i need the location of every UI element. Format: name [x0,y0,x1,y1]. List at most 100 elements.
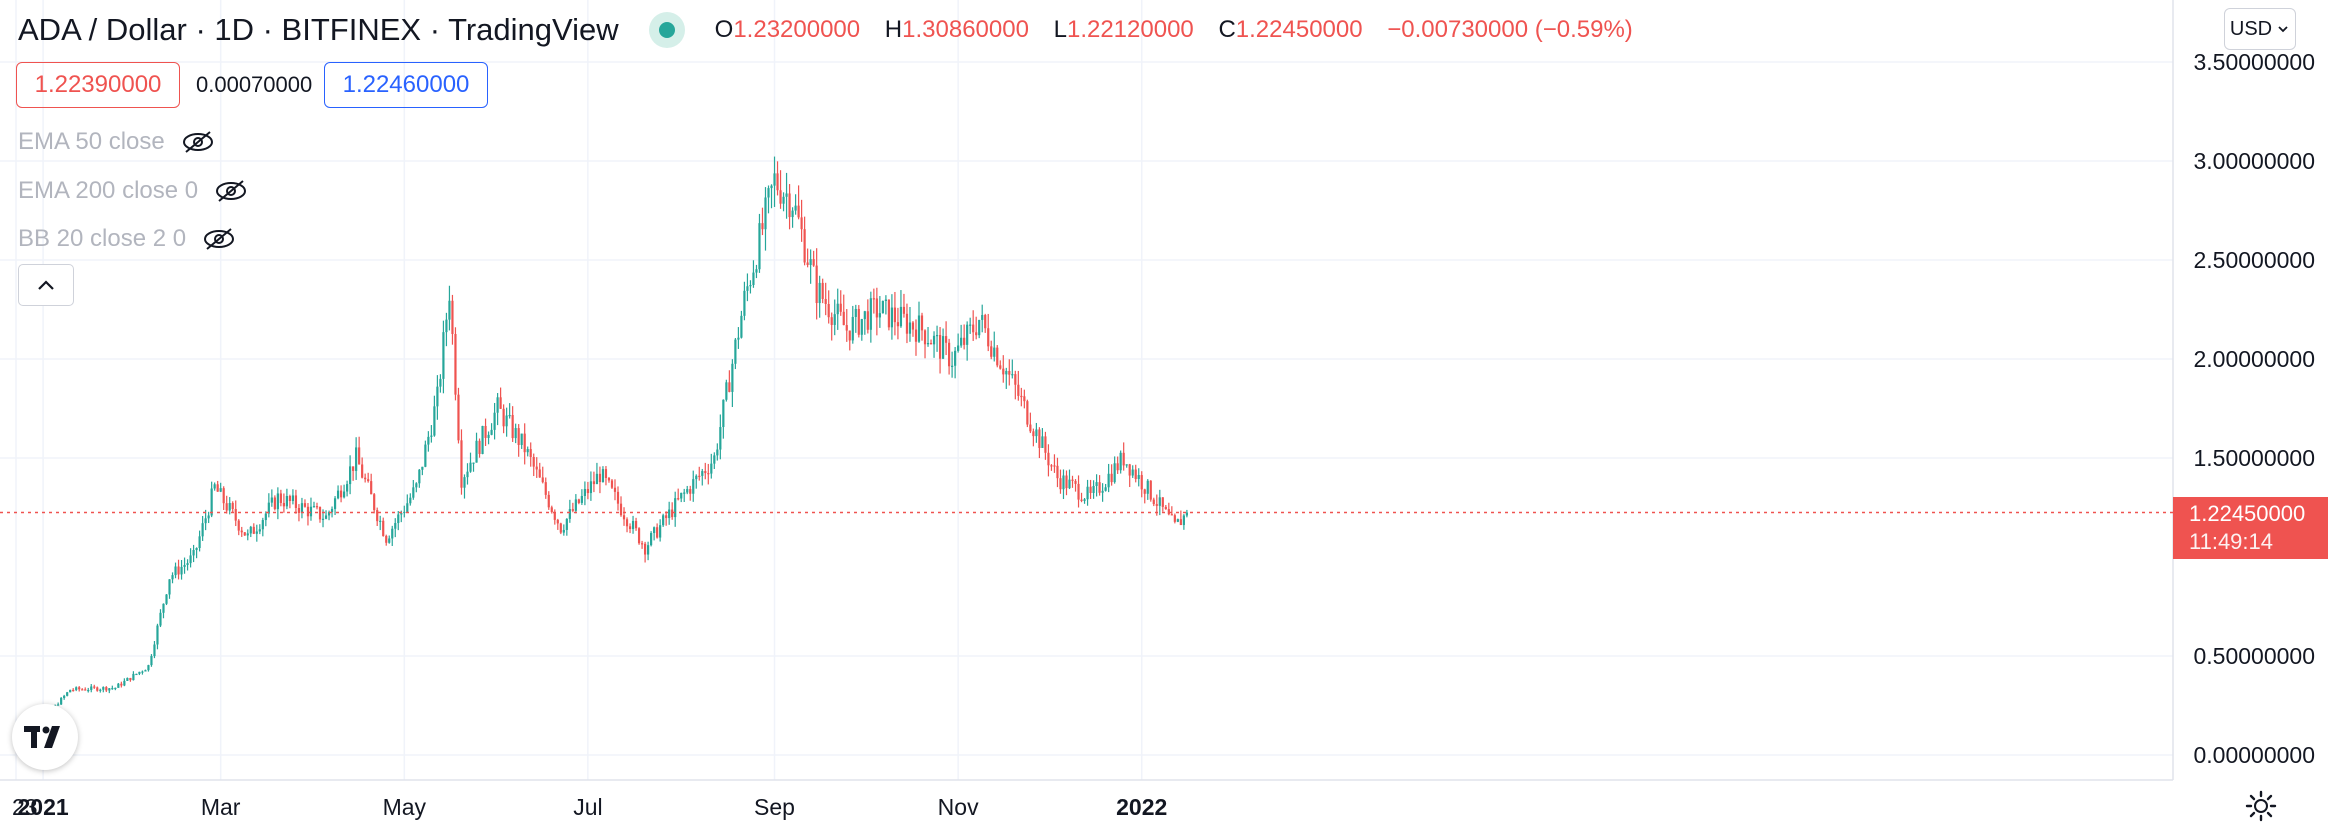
candle-body [63,695,66,699]
candle-body [270,497,273,503]
price-axis-label: 1.50000000 [2193,445,2315,471]
candle-body [361,464,364,478]
candle-body [114,687,117,690]
candle-body [168,579,171,595]
candle-body [406,503,409,512]
candle-body [412,487,415,498]
candle-body [96,687,99,691]
candle-body [1173,515,1176,522]
candle-body [72,689,75,692]
candle-body [138,671,141,674]
time-axis-label: 2021 [18,794,69,820]
candle-body [571,509,574,511]
candle-body [237,520,240,531]
candle-body [1107,473,1110,488]
candle-body [1032,431,1035,437]
candle-body [1050,465,1053,467]
candle-body [634,520,638,529]
candle-body [728,382,731,392]
candle-body [1035,429,1038,437]
candle-body [1038,429,1041,448]
indicator-bb[interactable]: BB 20 close 2 0 [18,225,236,253]
hidden-eye-icon[interactable] [181,130,215,154]
candle-body [135,673,138,676]
candle-body [303,503,307,507]
candle-body [818,282,821,304]
candle-body [180,566,183,575]
candle-body [255,531,258,534]
candle-body [373,494,376,511]
candle-body [586,488,589,494]
candle-body [628,526,632,530]
market-status-icon[interactable] [648,12,685,48]
candle-body [508,415,511,417]
candle-body [692,479,695,494]
chevron-down-icon [2278,26,2288,33]
candle-body [213,484,216,489]
candle-body [330,508,334,513]
bid-price-box[interactable]: 1.22390000 [16,62,180,108]
candle-body [1131,469,1134,476]
candle-body [231,503,234,509]
candle-body [1059,478,1062,490]
indicator-ema50[interactable]: EMA 50 close [18,128,215,156]
candle-body [647,545,650,555]
candle-body [1140,475,1143,490]
indicator-label: EMA 50 close [18,128,165,155]
candle-body [698,475,701,478]
candle-body [108,688,111,691]
candle-body [532,456,535,467]
candle-body [129,677,132,681]
candle-body [797,205,800,218]
candle-body [352,466,355,471]
candle-body [517,428,520,445]
candle-body [66,692,69,696]
candle-body [469,462,472,472]
candle-body [165,594,168,604]
candle-body [117,683,120,688]
hidden-eye-icon[interactable] [214,179,248,203]
candle-body [674,498,677,518]
candle-body [327,512,331,516]
candle-body [252,526,255,534]
currency-select[interactable]: USD [2224,8,2296,50]
ask-price-box[interactable]: 1.22460000 [324,62,488,108]
candle-body [409,497,412,504]
candle-body [899,306,903,327]
settings-gear-icon[interactable] [2245,790,2277,822]
candle-body [418,469,421,484]
candle-body [827,304,830,318]
candle-body [1143,489,1146,494]
candle-body [306,506,310,517]
collapse-legend-button[interactable] [18,264,74,306]
tradingview-logo[interactable] [12,704,78,770]
candle-body [228,503,231,511]
candle-body [893,307,897,323]
candle-body [764,197,767,230]
candle-body [171,575,174,580]
candle-body [246,533,249,536]
candle-body [544,482,547,495]
candle-body [1101,490,1104,493]
candle-body [656,527,659,538]
candle-body [177,566,180,575]
symbol-title[interactable]: ADA / Dollar · 1D · BITFINEX · TradingVi… [18,12,619,47]
candle-body [1056,465,1059,479]
candle-body [926,342,930,345]
candle-body [445,319,448,333]
candle-body [1164,506,1167,510]
candle-body [872,298,875,300]
candle-body [315,506,319,508]
candle-body [234,508,237,521]
candle-body [1092,486,1095,493]
candle-body [734,339,737,364]
indicator-ema200[interactable]: EMA 200 close 0 [18,177,248,205]
candle-body [559,523,562,533]
hidden-eye-icon[interactable] [202,227,236,251]
candle-body [1026,401,1029,425]
candle-body [770,185,773,189]
candle-body [57,704,60,706]
candle-body [902,306,906,314]
candle-body [704,471,707,474]
